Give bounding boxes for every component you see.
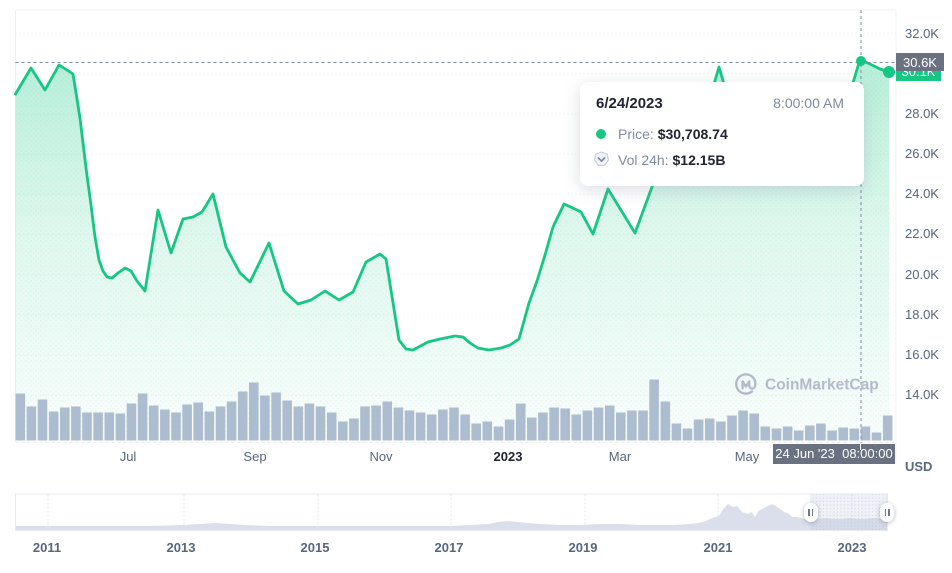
svg-text:CoinMarketCap: CoinMarketCap (765, 377, 879, 394)
